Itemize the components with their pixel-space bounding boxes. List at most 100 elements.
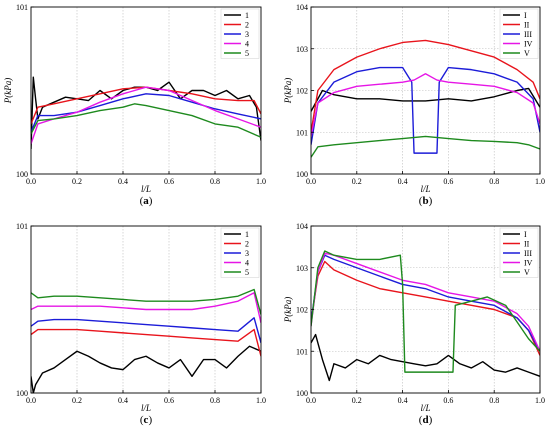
series-line-3 (31, 317, 261, 344)
series-line-2 (31, 328, 261, 357)
legend-entry-I: I (524, 230, 527, 239)
series-line-III (311, 66, 540, 154)
legend-entry-III: III (524, 249, 532, 258)
x-tick-label: 0.8 (210, 396, 220, 405)
x-tick-label: 1.0 (256, 396, 266, 405)
chart-panel-b: 0.0 0.2 0.4 0.6 0.8 1.0 100 101 102 103 104 l/L P(kP… (283, 3, 545, 207)
x-tick-label: 0.2 (72, 396, 82, 405)
x-tick-label: 1.0 (535, 177, 545, 186)
panel-label: (a) (140, 195, 153, 207)
series-group (31, 288, 261, 393)
x-tick-label: 0.0 (306, 177, 316, 186)
x-axis-label: l/L (141, 184, 151, 194)
x-tick-label: 1.0 (535, 396, 545, 405)
x-tick-label: 0.4 (398, 177, 408, 186)
y-tick-label: 102 (296, 306, 308, 315)
x-tick-label: 0.0 (26, 396, 36, 405)
legend-entry-1: 1 (245, 230, 249, 239)
x-tick-label: 1.0 (256, 177, 266, 186)
legend-entry-2: 2 (245, 21, 249, 30)
legend-entry-V: V (524, 49, 530, 58)
legend-entry-4: 4 (245, 40, 249, 49)
y-tick-label: 101 (296, 347, 308, 356)
y-tick-label: 101 (296, 128, 308, 137)
x-tick-label: 0.6 (443, 396, 453, 405)
y-tick-label: 100 (16, 170, 28, 179)
legend-entry-4: 4 (245, 259, 249, 268)
series-line-IV (311, 252, 540, 352)
x-tick-label: 0.8 (489, 396, 499, 405)
x-tick-label: 0.4 (398, 396, 408, 405)
legend-entry-IV: IV (524, 259, 533, 268)
y-tick-label: 102 (296, 87, 308, 96)
y-tick-label: 100 (296, 170, 308, 179)
panel-label: (d) (419, 414, 433, 426)
series-line-4 (31, 86, 261, 145)
panel-label: (b) (419, 195, 433, 207)
y-tick-label: 100 (296, 389, 308, 398)
legend-entry-2: 2 (245, 240, 249, 249)
y-tick-label: 104 (296, 222, 308, 231)
x-tick-label: 0.6 (164, 177, 174, 186)
series-group (31, 76, 261, 149)
legend-entry-II: II (524, 240, 530, 249)
series-line-1 (31, 345, 261, 393)
x-tick-label: 0.0 (306, 396, 316, 405)
legend-entry-V: V (524, 268, 530, 277)
x-axis-label: l/L (420, 184, 430, 194)
x-tick-label: 0.4 (118, 177, 128, 186)
x-tick-label: 0.6 (443, 177, 453, 186)
y-tick-label: 103 (296, 264, 308, 273)
series-group (311, 250, 540, 382)
x-tick-label: 0.2 (352, 177, 362, 186)
y-axis-label: P(kPa) (283, 78, 293, 104)
y-tick-label: 100 (16, 389, 28, 398)
x-tick-label: 0.2 (72, 177, 82, 186)
series-line-I (311, 87, 540, 112)
series-line-IV (311, 73, 540, 137)
y-axis-label: P(kPa) (283, 297, 293, 323)
x-tick-label: 0.4 (118, 396, 128, 405)
series-line-1 (31, 76, 261, 149)
x-tick-label: 0.2 (352, 396, 362, 405)
legend-entry-III: III (524, 30, 532, 39)
legend-entry-3: 3 (245, 249, 249, 258)
legend-entry-IV: IV (524, 40, 533, 49)
series-line-V (311, 250, 540, 373)
y-tick-label: 101 (16, 3, 28, 12)
panel-label: (c) (140, 414, 153, 426)
y-tick-label: 101 (16, 222, 28, 231)
axes-frame (30, 225, 262, 394)
series-line-4 (31, 292, 261, 324)
axes-frame (30, 6, 262, 175)
y-tick-label: 103 (296, 45, 308, 54)
chart-panel-d: 0.0 0.2 0.4 0.6 0.8 1.0 100 101 102 103 104 l/L P(kP… (283, 222, 545, 426)
series-line-II (311, 39, 540, 133)
series-line-V (311, 135, 540, 158)
legend-entry-5: 5 (245, 49, 249, 58)
series-group (311, 39, 540, 158)
legend-entry-II: II (524, 21, 530, 30)
legend-entry-I: I (524, 11, 527, 20)
series-line-3 (31, 93, 261, 133)
y-tick-label: 104 (296, 3, 308, 12)
x-tick-label: 0.8 (489, 177, 499, 186)
x-tick-label: 0.6 (164, 396, 174, 405)
series-line-I (311, 333, 540, 382)
x-tick-label: 0.8 (210, 177, 220, 186)
x-axis-label: l/L (420, 403, 430, 413)
legend-entry-5: 5 (245, 268, 249, 277)
legend-entry-3: 3 (245, 30, 249, 39)
x-axis-label: l/L (141, 403, 151, 413)
series-line-5 (31, 288, 261, 315)
legend-entry-1: 1 (245, 11, 249, 20)
y-axis-label: P(kPa) (3, 78, 13, 104)
series-line-5 (31, 103, 261, 138)
